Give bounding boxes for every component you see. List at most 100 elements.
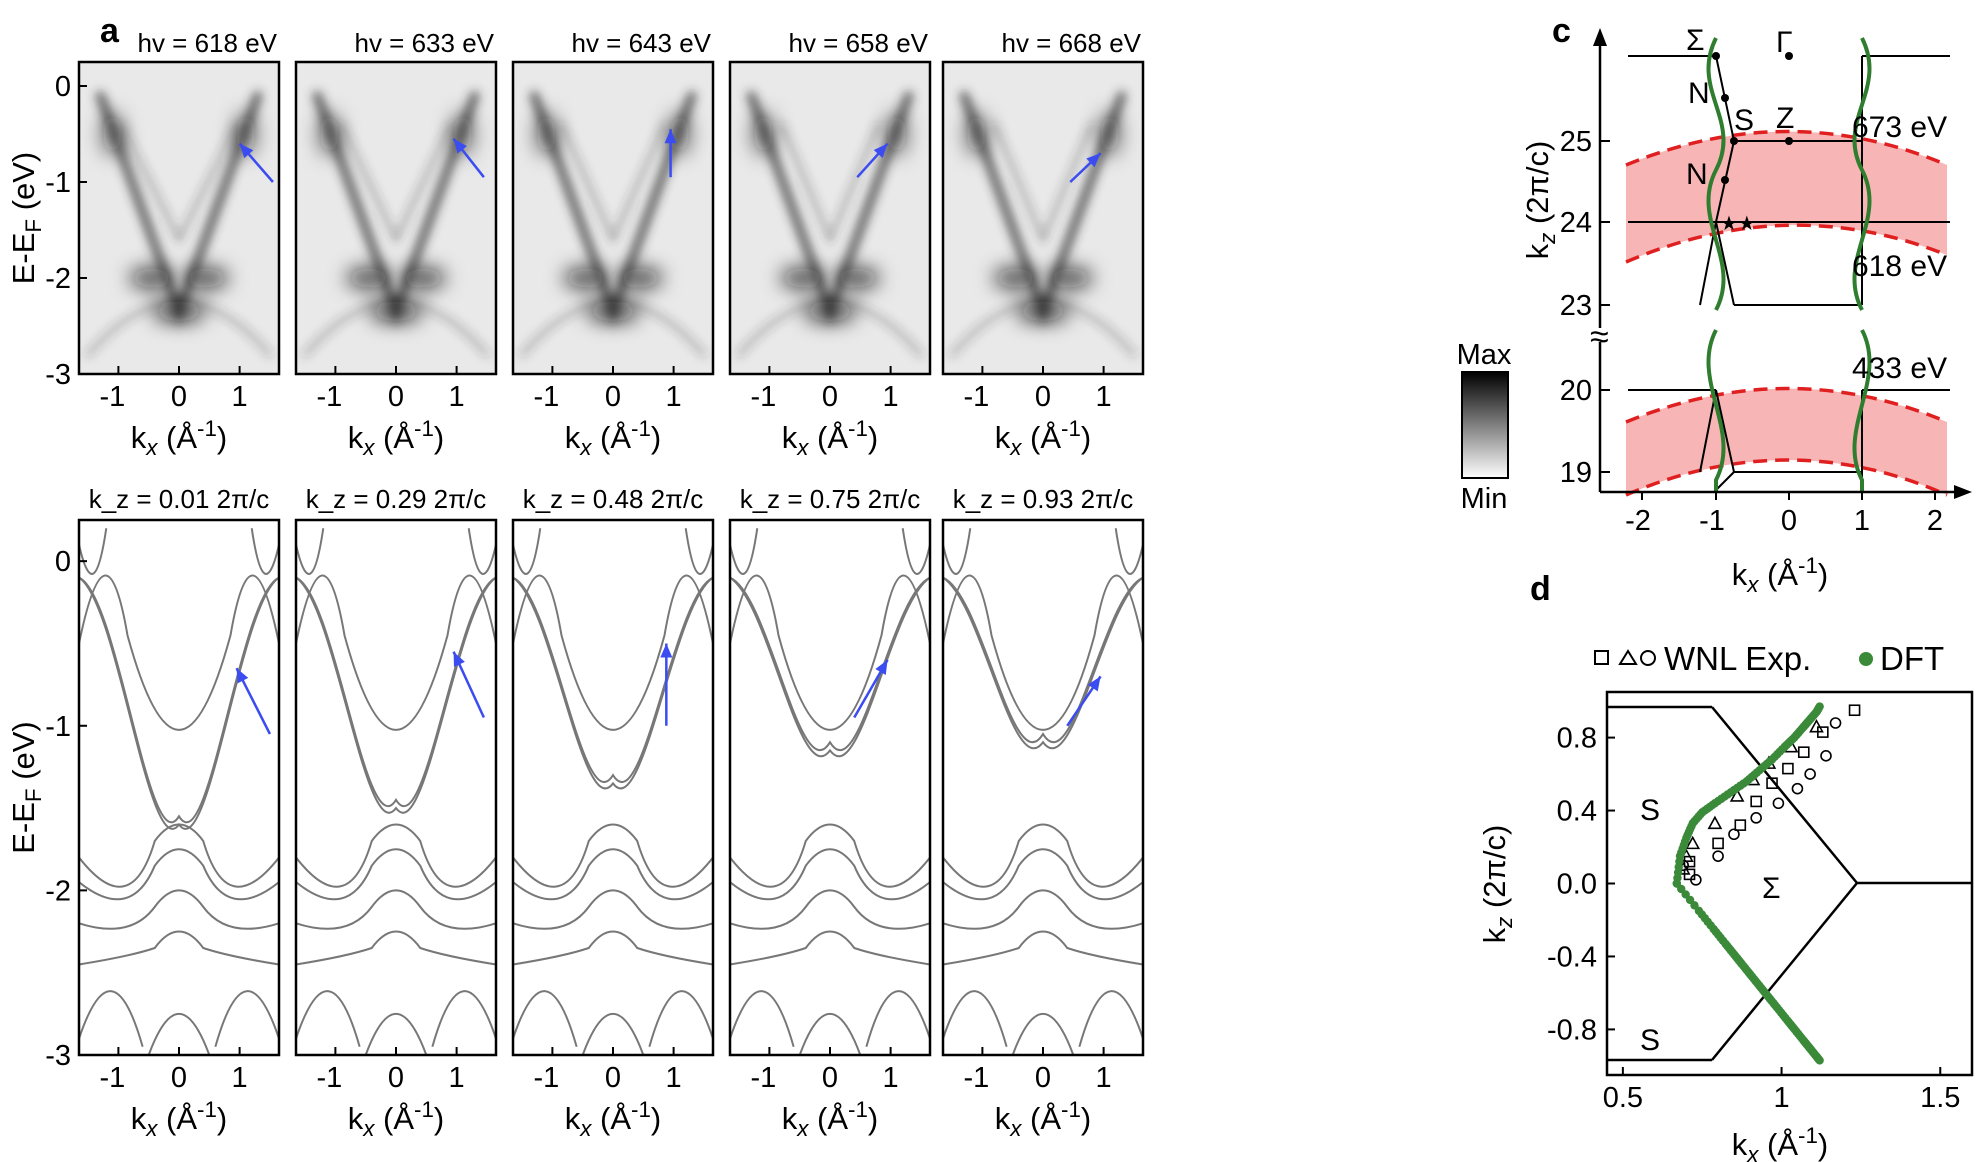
- xtick-label: 1: [666, 1062, 682, 1094]
- d-point-sigma: Σ: [1762, 872, 1781, 905]
- dft-band-lines: [942, 528, 1144, 1056]
- dft-panel-4: k_z = 0.93 2π/c -1 0 1kx (Å-1): [941, 484, 1145, 1141]
- panel-c-kz-schematic: ≈ 25 24 23 20 19 -2 -1 0 1 2 kx (Å-1) kz…: [1520, 24, 1972, 597]
- dft-band: [431, 990, 497, 1048]
- c-point-n-lower: N: [1686, 158, 1708, 191]
- ytick-label: -1: [45, 167, 71, 199]
- c-xtick-0: 0: [1781, 505, 1797, 537]
- blob: [1099, 112, 1120, 156]
- ytick-label: -3: [45, 1040, 71, 1072]
- arpes-map-2: hv = 643 eV -1 0 1kx (Å-1): [511, 28, 715, 460]
- dft-band: [78, 576, 280, 824]
- c-point-sigma: Σ: [1686, 24, 1705, 57]
- d-axes: 0.8 0.4 0.0 -0.4 -0.8 0.5 1 1.5: [1547, 723, 1960, 1114]
- blob: [401, 268, 446, 288]
- c-y-axis-label: kz (2π/c): [1520, 141, 1560, 260]
- xtick-label: 1: [883, 381, 899, 413]
- blob: [184, 268, 229, 288]
- d-ytick-label: 0.8: [1557, 723, 1597, 755]
- exp-square-point: [1797, 746, 1810, 758]
- c-high-symmetry-dots: [1712, 52, 1793, 184]
- arpes-map-1: hv = 633 eV -1 0 1kx (Å-1): [294, 28, 498, 460]
- dft-title-1: k_z = 0.29 2π/c: [306, 484, 487, 514]
- blue-arrow: [664, 129, 677, 178]
- blue-arrow: [660, 643, 673, 726]
- dft-band-lines: [295, 528, 497, 1056]
- blob: [536, 112, 557, 156]
- dft-band-lines: [78, 528, 280, 1056]
- x-axis-label: kx (Å-1): [131, 416, 227, 460]
- dft-band: [1078, 990, 1144, 1048]
- xtick-label: 0: [388, 381, 404, 413]
- legend-exp-label: WNL Exp.: [1664, 640, 1811, 677]
- dft-band: [798, 1012, 862, 1056]
- xtick-label: -1: [963, 381, 989, 413]
- arrow-head: [236, 668, 249, 684]
- blue-arrow: [853, 659, 889, 719]
- colorbar-min-label: Min: [1461, 483, 1508, 515]
- xtick-label: -1: [99, 381, 125, 413]
- panel-letter-c: c: [1552, 12, 1571, 50]
- ytick-label: -3: [45, 359, 71, 391]
- panel-letter-d: d: [1530, 570, 1551, 608]
- dft-band: [364, 1012, 428, 1056]
- c-y-axis-arrow: [1593, 28, 1607, 46]
- xtick-label: 1: [449, 1062, 465, 1094]
- x-axis-label: kx (Å-1): [348, 416, 444, 460]
- dft-band: [729, 848, 931, 901]
- dft-panel-0: k_z = 0.01 2π/c -1 0 1kx (Å-1): [77, 484, 281, 1141]
- blue-arrow: [238, 142, 274, 183]
- panel-letter-a: a: [100, 12, 120, 50]
- axis-break-symbol: ≈: [1590, 318, 1609, 356]
- xtick-label: 0: [171, 381, 187, 413]
- exp-circle-point: [1829, 717, 1842, 729]
- xtick-label: 0: [822, 1062, 838, 1094]
- xtick-label: 1: [232, 381, 248, 413]
- c-ytick-20: 20: [1560, 375, 1592, 407]
- d-ytick-label: -0.8: [1547, 1014, 1597, 1046]
- blob: [563, 268, 608, 288]
- ytick-label: 0: [55, 71, 71, 103]
- ytick-label: -2: [45, 875, 71, 907]
- dft-band: [942, 528, 972, 575]
- dft-background: [943, 520, 1143, 1055]
- exp-circle-point: [1690, 874, 1702, 886]
- blob: [835, 268, 880, 288]
- arpes-title-4: hv = 668 eV: [1002, 28, 1142, 58]
- exp-square-point: [1734, 819, 1747, 831]
- dft-band: [78, 930, 280, 966]
- arpes-title-0: hv = 618 eV: [138, 28, 278, 58]
- xtick-label: 0: [822, 381, 838, 413]
- x-axis-label: kx (Å-1): [565, 1097, 661, 1141]
- dft-band-lines: [512, 528, 714, 1056]
- blue-arrow: [856, 142, 889, 179]
- dft-band: [512, 848, 714, 901]
- arrow-head: [664, 129, 677, 144]
- dft-band: [214, 990, 280, 1048]
- dft-band: [729, 528, 759, 575]
- dft-title-2: k_z = 0.48 2π/c: [523, 484, 704, 514]
- c-xtick-2: 2: [1927, 505, 1943, 537]
- dft-band: [78, 823, 280, 888]
- blob: [1048, 268, 1093, 288]
- axis-break-gap: [1592, 328, 1608, 342]
- legend-triangle-icon: [1618, 649, 1638, 665]
- dft-band-lines: [729, 528, 931, 1056]
- dft-band: [1011, 1012, 1075, 1056]
- blob: [129, 268, 174, 288]
- blob: [966, 112, 987, 156]
- arpes-intensity-blobs: [102, 112, 256, 322]
- dft-band: [729, 889, 931, 930]
- arrow-head: [875, 659, 888, 676]
- dft-band: [729, 823, 931, 888]
- d-ytick-label: -0.4: [1547, 941, 1597, 973]
- x-axis-label: kx (Å-1): [995, 416, 1091, 460]
- dft-panel-3: k_z = 0.75 2π/c -1 0 1kx (Å-1): [728, 484, 932, 1141]
- xtick-label: -1: [99, 1062, 125, 1094]
- exp-circle-point: [1728, 828, 1740, 841]
- c-x-ticks: [1641, 492, 1936, 500]
- dft-band: [295, 990, 361, 1048]
- dft-band: [295, 576, 497, 814]
- dft-band: [295, 574, 497, 731]
- exp-triangle-point: [1809, 718, 1824, 733]
